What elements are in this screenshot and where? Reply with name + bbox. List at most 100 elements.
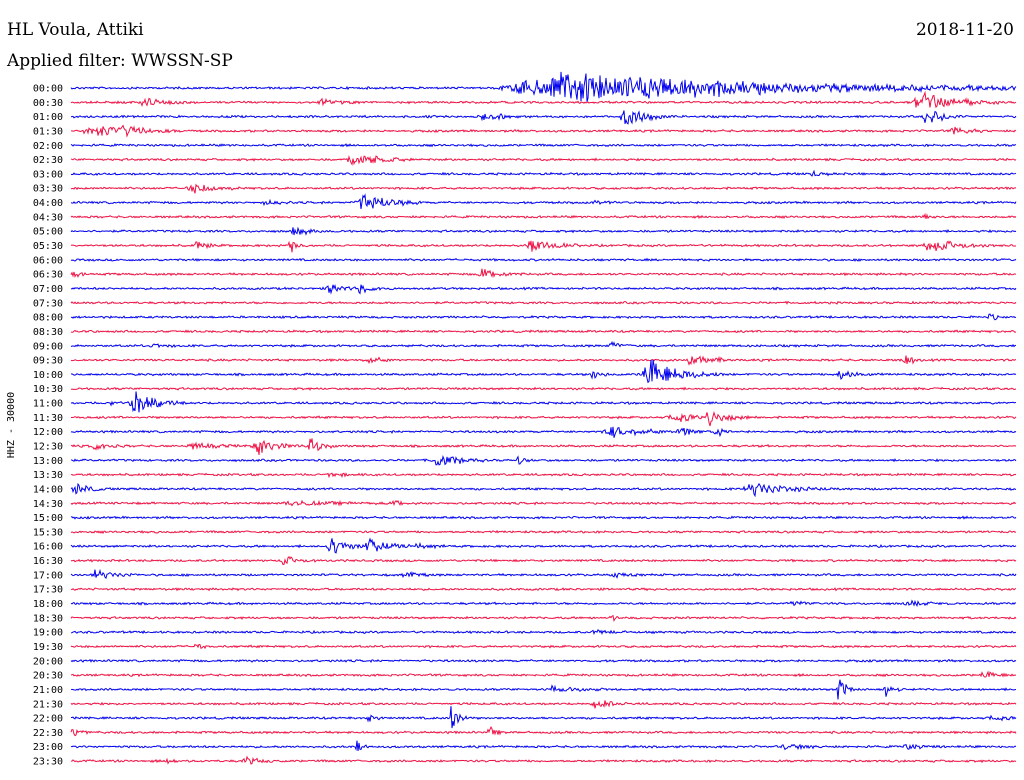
row-time-label: 03:00 bbox=[33, 169, 63, 180]
trace-row-2030 bbox=[70, 670, 1017, 678]
trace-row-1730 bbox=[70, 587, 1017, 592]
trace-row-1630 bbox=[70, 556, 1017, 565]
trace-row-2300 bbox=[70, 740, 1017, 752]
trace-row-1030 bbox=[70, 386, 1017, 391]
trace-row-0500 bbox=[70, 226, 1017, 236]
row-time-label: 03:30 bbox=[33, 184, 63, 195]
row-time-label: 07:00 bbox=[33, 284, 63, 295]
trace-row-2330 bbox=[70, 755, 1017, 765]
row-time-label: 04:00 bbox=[33, 198, 63, 209]
trace-row-1200 bbox=[70, 426, 1017, 438]
y-axis-label: HHZ - 30000 bbox=[6, 392, 17, 458]
row-time-label: 22:30 bbox=[33, 728, 63, 739]
row-time-label: 19:00 bbox=[33, 628, 63, 639]
trace-row-1300 bbox=[70, 455, 1017, 466]
trace-row-0230 bbox=[70, 154, 1017, 166]
row-time-label: 11:30 bbox=[33, 413, 63, 424]
row-time-label: 20:30 bbox=[33, 671, 63, 682]
trace-group bbox=[70, 71, 1017, 765]
row-time-label: 23:30 bbox=[33, 757, 63, 768]
row-time-label: 04:30 bbox=[33, 212, 63, 223]
trace-row-0100 bbox=[70, 110, 1017, 125]
row-time-label: 02:00 bbox=[33, 141, 63, 152]
row-time-label: 16:00 bbox=[33, 542, 63, 553]
row-time-label: 10:30 bbox=[33, 384, 63, 395]
row-time-label: 05:00 bbox=[33, 227, 63, 238]
row-time-label: 09:00 bbox=[33, 341, 63, 352]
trace-row-1130 bbox=[70, 411, 1017, 427]
trace-row-2130 bbox=[70, 700, 1017, 709]
row-time-label: 20:00 bbox=[33, 656, 63, 667]
row-time-label: 21:30 bbox=[33, 699, 63, 710]
row-time-label: 10:00 bbox=[33, 370, 63, 381]
row-time-label: 06:30 bbox=[33, 270, 63, 281]
trace-row-2000 bbox=[70, 658, 1017, 664]
trace-row-1800 bbox=[70, 599, 1017, 607]
row-time-label: 11:00 bbox=[33, 399, 63, 410]
row-time-label: 02:30 bbox=[33, 155, 63, 166]
row-time-label: 22:00 bbox=[33, 714, 63, 725]
trace-row-1600 bbox=[70, 537, 1017, 554]
row-time-label: 15:30 bbox=[33, 527, 63, 538]
trace-row-0800 bbox=[70, 313, 1017, 321]
row-time-label: 14:30 bbox=[33, 499, 63, 510]
trace-row-1400 bbox=[70, 482, 1017, 498]
trace-row-1700 bbox=[70, 568, 1017, 580]
trace-row-0030 bbox=[70, 90, 1017, 109]
trace-row-1230 bbox=[70, 438, 1017, 456]
trace-row-1000 bbox=[70, 359, 1017, 384]
row-time-label: 05:30 bbox=[33, 241, 63, 252]
trace-row-1530 bbox=[70, 529, 1017, 535]
trace-row-0330 bbox=[70, 183, 1017, 194]
trace-row-2200 bbox=[70, 706, 1017, 729]
row-time-label: 09:30 bbox=[33, 356, 63, 367]
row-time-label: 12:00 bbox=[33, 427, 63, 438]
trace-row-1930 bbox=[70, 643, 1017, 650]
row-time-label: 00:30 bbox=[33, 98, 63, 109]
trace-row-1330 bbox=[70, 472, 1017, 479]
trace-row-1430 bbox=[70, 499, 1017, 507]
trace-row-0200 bbox=[70, 143, 1017, 148]
row-time-label: 17:30 bbox=[33, 585, 63, 596]
trace-row-0900 bbox=[70, 340, 1017, 349]
trace-row-2230 bbox=[70, 726, 1017, 737]
row-time-label: 01:00 bbox=[33, 112, 63, 123]
station-title: HL Voula, Attiki bbox=[7, 20, 144, 40]
row-time-label: 15:00 bbox=[33, 513, 63, 524]
row-time-label: 23:00 bbox=[33, 742, 63, 753]
row-time-label: 00:00 bbox=[33, 84, 63, 95]
tick-label-group: 00:00 00:30 01:00 01:30 02:00 02:30 03:00 03:30… bbox=[33, 84, 63, 768]
trace-row-1500 bbox=[70, 515, 1017, 520]
trace-row-0730 bbox=[70, 300, 1017, 305]
trace-row-0130 bbox=[70, 124, 1017, 138]
row-time-label: 08:00 bbox=[33, 313, 63, 324]
row-time-label: 19:30 bbox=[33, 642, 63, 653]
trace-row-0630 bbox=[70, 268, 1017, 278]
trace-row-2100 bbox=[70, 679, 1017, 700]
row-time-label: 18:00 bbox=[33, 599, 63, 610]
trace-row-0530 bbox=[70, 240, 1017, 253]
trace-row-0600 bbox=[70, 257, 1017, 262]
row-time-label: 21:00 bbox=[33, 685, 63, 696]
row-time-label: 13:00 bbox=[33, 456, 63, 467]
trace-row-0930 bbox=[70, 355, 1017, 366]
row-time-label: 12:30 bbox=[33, 442, 63, 453]
trace-row-1100 bbox=[70, 391, 1017, 413]
trace-row-0000 bbox=[70, 71, 1017, 102]
row-time-label: 08:30 bbox=[33, 327, 63, 338]
row-time-label: 14:00 bbox=[33, 484, 63, 495]
trace-row-1900 bbox=[70, 629, 1017, 636]
trace-row-0430 bbox=[70, 212, 1017, 220]
row-time-label: 16:30 bbox=[33, 556, 63, 567]
trace-row-0400 bbox=[70, 193, 1017, 210]
filter-label: Applied filter: WWSSN-SP bbox=[7, 51, 233, 71]
row-time-label: 01:30 bbox=[33, 126, 63, 137]
trace-row-0700 bbox=[70, 284, 1017, 295]
trace-row-0830 bbox=[70, 329, 1017, 334]
date-label: 2018-11-20 bbox=[915, 20, 1014, 40]
trace-row-1830 bbox=[70, 614, 1017, 622]
trace-row-0300 bbox=[70, 169, 1017, 177]
row-time-label: 06:00 bbox=[33, 255, 63, 266]
row-time-label: 18:30 bbox=[33, 613, 63, 624]
